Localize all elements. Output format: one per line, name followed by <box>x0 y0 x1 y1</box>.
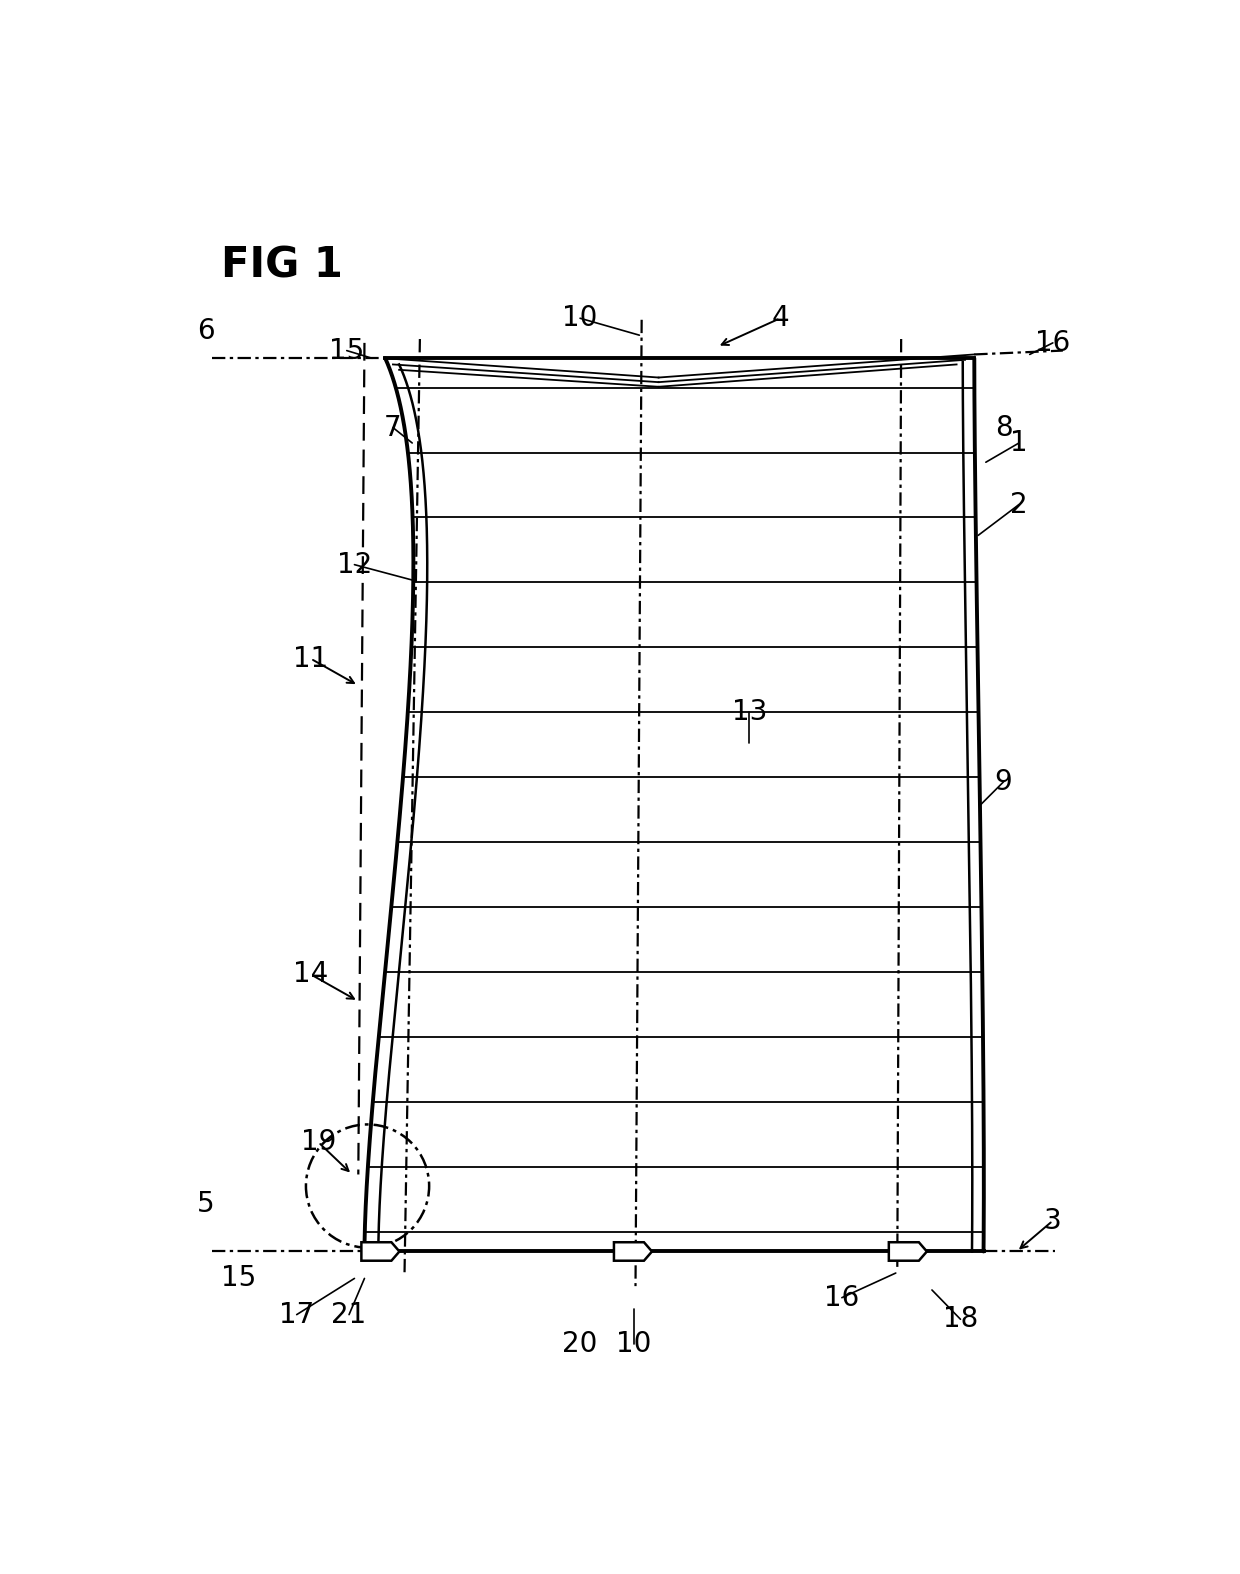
Text: 1: 1 <box>1011 430 1028 456</box>
Text: 2: 2 <box>1011 491 1028 518</box>
Text: 17: 17 <box>279 1300 314 1328</box>
Text: 21: 21 <box>331 1300 367 1328</box>
Text: 20: 20 <box>563 1330 598 1358</box>
Text: 8: 8 <box>994 414 1012 442</box>
Text: 11: 11 <box>293 645 329 672</box>
Text: 15: 15 <box>221 1264 257 1292</box>
Text: 9: 9 <box>994 768 1012 796</box>
Text: 4: 4 <box>771 304 789 332</box>
Text: FIG 1: FIG 1 <box>221 246 343 286</box>
Text: 13: 13 <box>732 699 768 727</box>
Text: 7: 7 <box>384 414 402 442</box>
Text: 16: 16 <box>1035 329 1070 357</box>
Text: 15: 15 <box>329 337 365 365</box>
Polygon shape <box>889 1242 926 1261</box>
Text: 10: 10 <box>563 304 598 332</box>
Text: 12: 12 <box>337 551 372 579</box>
Text: 5: 5 <box>197 1190 215 1218</box>
Text: 16: 16 <box>825 1284 859 1311</box>
Text: 18: 18 <box>942 1305 978 1333</box>
Text: 10: 10 <box>616 1330 652 1358</box>
Text: 6: 6 <box>197 318 215 345</box>
Text: 19: 19 <box>300 1129 336 1157</box>
Text: 14: 14 <box>293 960 329 988</box>
Polygon shape <box>614 1242 652 1261</box>
Polygon shape <box>361 1242 399 1261</box>
Text: 3: 3 <box>1044 1207 1061 1234</box>
